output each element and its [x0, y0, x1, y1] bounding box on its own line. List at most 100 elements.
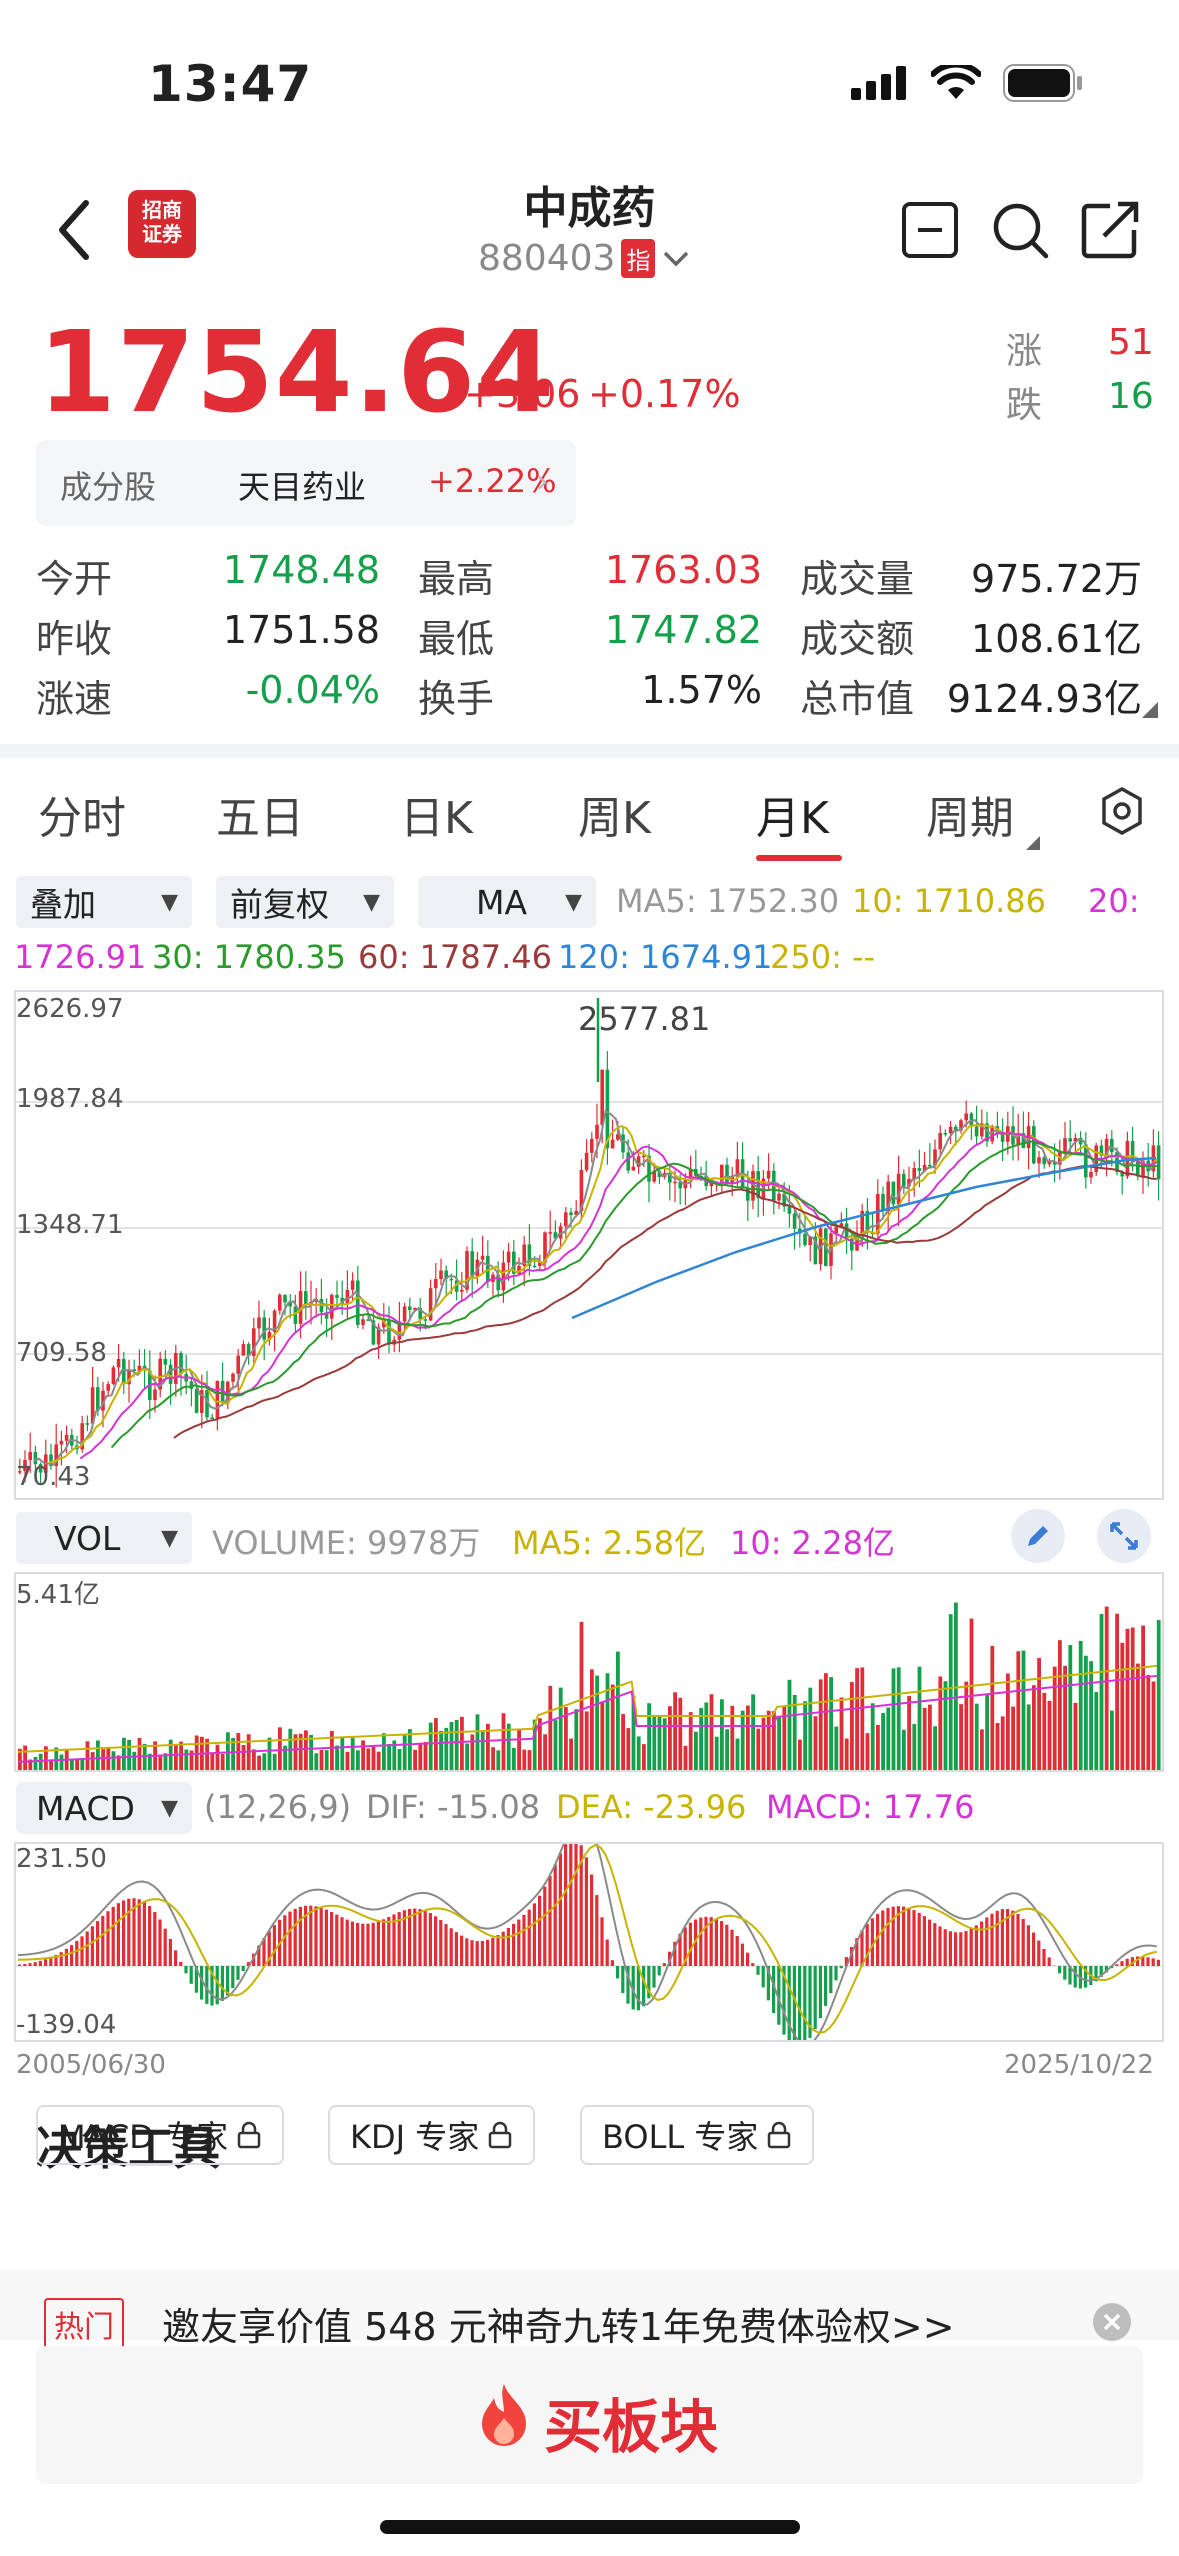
volume-bar — [938, 1676, 943, 1770]
volume-bar — [179, 1741, 183, 1770]
kline-chart[interactable] — [14, 990, 1164, 1500]
buy-sector-bar[interactable]: 买板块 — [36, 2346, 1143, 2484]
minus-square-icon[interactable] — [900, 200, 960, 260]
volume-bar — [985, 1693, 989, 1770]
volume-bar — [1021, 1650, 1026, 1770]
candle — [168, 1358, 173, 1405]
tab-2[interactable]: 日K — [400, 793, 473, 844]
indicator-dropdown[interactable]: MA ▼ — [418, 876, 596, 928]
tool-button-2[interactable]: BOLL 专家 — [580, 2105, 815, 2165]
candle — [491, 1271, 495, 1298]
volume-bar — [891, 1668, 896, 1770]
promo-text[interactable]: 邀友享价值 548 元神奇九转1年免费体验权>> — [162, 2305, 955, 2349]
vol-ma10-value: 10: 2.28亿 — [730, 1524, 895, 1562]
share-icon[interactable] — [1080, 200, 1140, 260]
macd-params: (12,26,9) — [204, 1788, 352, 1826]
tool-button-1[interactable]: KDJ 专家 — [328, 2105, 536, 2165]
macd-dif: DIF: -15.08 — [366, 1788, 541, 1826]
candle — [610, 1119, 615, 1149]
macd-bar — [44, 1959, 48, 1966]
macd-bar — [179, 1961, 183, 1966]
macd-bar — [808, 1966, 812, 2038]
macd-chart[interactable] — [14, 1815, 1164, 2047]
macd-bar — [376, 1921, 380, 1966]
volume-bar — [590, 1669, 594, 1770]
adjust-dropdown[interactable]: 前复权 ▼ — [216, 876, 394, 928]
volume-bar — [699, 1708, 703, 1770]
promo-bar[interactable] — [0, 2270, 1179, 2340]
volume-bar — [522, 1749, 527, 1770]
ma5-value: MA5: 1752.30 — [616, 882, 840, 920]
tab-4[interactable]: 月K — [756, 793, 829, 844]
volume-bar — [683, 1745, 688, 1770]
expand-icon[interactable] — [1096, 1508, 1152, 1564]
volume-bar — [553, 1720, 558, 1770]
volume-bar — [964, 1681, 969, 1770]
macd-bar — [974, 1925, 978, 1966]
volume-bar — [1125, 1628, 1130, 1770]
macd-bar — [231, 1966, 235, 1989]
volume-bar — [751, 1694, 755, 1770]
macd-bar — [371, 1922, 375, 1966]
tab-0[interactable]: 分时 — [38, 793, 126, 844]
settings-icon[interactable] — [1100, 786, 1144, 836]
volume-bar — [605, 1673, 610, 1770]
volume-bar — [917, 1666, 922, 1770]
macd-bar — [829, 1966, 833, 1994]
volume-bar — [636, 1736, 641, 1770]
caret-down-icon: ▼ — [161, 1525, 178, 1551]
tab-3[interactable]: 周K — [578, 793, 651, 844]
candle — [418, 1297, 422, 1332]
volume-bar — [470, 1734, 475, 1770]
volume-bar — [90, 1752, 95, 1770]
macd-dropdown[interactable]: MACD ▼ — [16, 1782, 192, 1834]
macd-bar — [616, 1966, 620, 1979]
pencil-icon[interactable] — [1010, 1508, 1066, 1564]
macd-bar — [106, 1911, 110, 1966]
candle — [392, 1335, 396, 1353]
candle — [262, 1309, 266, 1361]
component-stock-bar[interactable]: 成分股 天目药业 +2.22% › — [36, 440, 576, 526]
candle — [278, 1293, 282, 1315]
volume-bar — [720, 1699, 724, 1770]
macd-bar — [673, 1941, 677, 1966]
close-icon[interactable] — [1092, 2302, 1132, 2342]
tab-5[interactable]: 周期 — [926, 793, 1014, 844]
volume-bar — [23, 1745, 27, 1770]
tool-button-0[interactable]: MACD 专家 — [36, 2105, 285, 2165]
volume-bar — [361, 1740, 365, 1770]
tab-1[interactable]: 五日 — [216, 793, 304, 844]
vol-y-max: 5.41亿 — [16, 1580, 100, 1610]
candle — [444, 1265, 448, 1295]
buy-sector-button[interactable]: 买板块 — [544, 2393, 719, 2461]
macd-bar — [298, 1906, 302, 1966]
stat-value: 1.57% — [641, 668, 762, 712]
candle — [933, 1139, 937, 1174]
stat-value: -0.04% — [245, 668, 380, 712]
overlay-dropdown[interactable]: 叠加 ▼ — [16, 876, 192, 928]
volume-bar — [122, 1737, 126, 1770]
stat-label: 最低 — [418, 617, 495, 661]
macd-bar — [756, 1966, 760, 1975]
candle — [111, 1365, 116, 1386]
candle — [205, 1371, 209, 1423]
candle — [272, 1308, 277, 1352]
volume-bar — [616, 1651, 620, 1770]
back-icon[interactable] — [50, 195, 100, 265]
volume-bar — [1016, 1651, 1021, 1770]
macd-bar — [33, 1962, 37, 1966]
search-icon[interactable] — [990, 200, 1050, 260]
volume-bar — [558, 1687, 563, 1770]
macd-bar — [330, 1912, 334, 1966]
volume-chart[interactable] — [14, 1572, 1164, 1772]
volume-bar — [714, 1736, 719, 1770]
vol-dropdown[interactable]: VOL ▼ — [16, 1512, 192, 1564]
code-selector[interactable]: 880403 指 — [478, 238, 691, 279]
volume-bar — [184, 1749, 189, 1770]
candle — [725, 1157, 729, 1185]
volume-bar — [423, 1741, 428, 1770]
volume-bar — [1120, 1642, 1125, 1770]
macd-bar — [496, 1935, 500, 1966]
battery-icon — [1003, 64, 1082, 102]
volume-bar — [532, 1719, 537, 1770]
